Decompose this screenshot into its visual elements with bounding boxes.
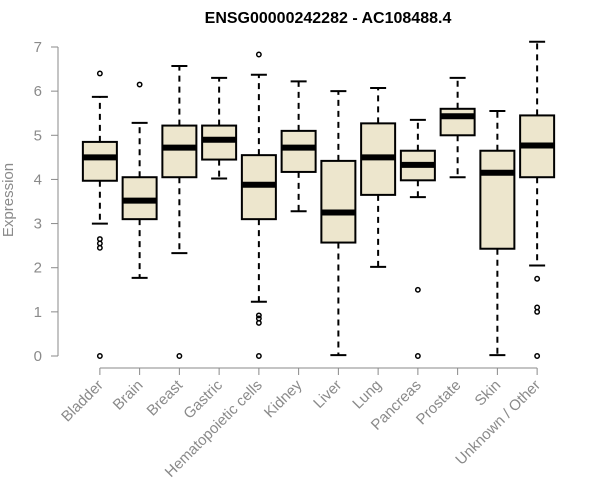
box-iqr — [81, 140, 118, 182]
x-tick-label: Skin — [472, 377, 505, 410]
outlier-point — [534, 275, 541, 282]
x-tick-label: Bladder — [58, 377, 107, 426]
box-skin — [479, 110, 516, 357]
box-bladder — [81, 70, 118, 359]
y-tick-label: 3 — [34, 216, 42, 233]
outlier-point — [534, 308, 541, 315]
box-pancreas — [399, 118, 436, 359]
boxes-layer — [81, 40, 556, 359]
outlier-point — [96, 244, 103, 251]
chart-title: ENSG00000242282 - AC108488.4 — [205, 10, 452, 27]
outlier-point — [414, 286, 421, 293]
x-tick-label: Kidney — [261, 376, 306, 421]
x-tick-label: Liver — [310, 377, 345, 412]
outlier-point — [96, 70, 103, 77]
x-tick-label: Brain — [110, 377, 147, 414]
x-tick-label: Lung — [349, 377, 385, 413]
outlier-point — [96, 353, 103, 359]
box-iqr — [479, 149, 516, 250]
y-axis-label: Expression — [0, 163, 17, 237]
box-iqr — [439, 107, 476, 137]
box-liver — [320, 90, 357, 357]
box-lung — [360, 87, 397, 268]
box-breast — [161, 64, 198, 359]
y-tick-label: 6 — [34, 83, 42, 100]
y-tick-label: 7 — [34, 39, 42, 56]
y-tick-label: 2 — [34, 260, 42, 277]
x-tick-label: Breast — [144, 376, 187, 419]
box-iqr — [320, 159, 357, 244]
outlier-point — [176, 353, 183, 359]
y-tick-label: 1 — [34, 304, 42, 321]
outlier-point — [414, 353, 421, 359]
outlier-point — [136, 81, 143, 88]
box-gastric — [201, 76, 238, 180]
box-prostate — [439, 76, 476, 179]
box-brain — [121, 81, 158, 279]
y-axis: 0 1 2 3 4 5 6 7 — [34, 39, 59, 365]
box-iqr — [280, 129, 317, 173]
box-hematopoietic-cells — [240, 51, 277, 359]
outlier-point — [255, 312, 262, 319]
y-tick-label: 0 — [34, 348, 42, 365]
box-unknown-other — [519, 40, 556, 359]
y-tick-label: 4 — [34, 171, 42, 188]
y-tick-label: 5 — [34, 127, 42, 144]
outlier-point — [255, 353, 262, 359]
box-kidney — [280, 80, 317, 213]
box-iqr — [161, 124, 198, 179]
outlier-point — [534, 353, 541, 359]
outlier-point — [255, 51, 262, 58]
outlier-point — [255, 319, 262, 326]
x-tick-label: Prostate — [413, 377, 465, 429]
